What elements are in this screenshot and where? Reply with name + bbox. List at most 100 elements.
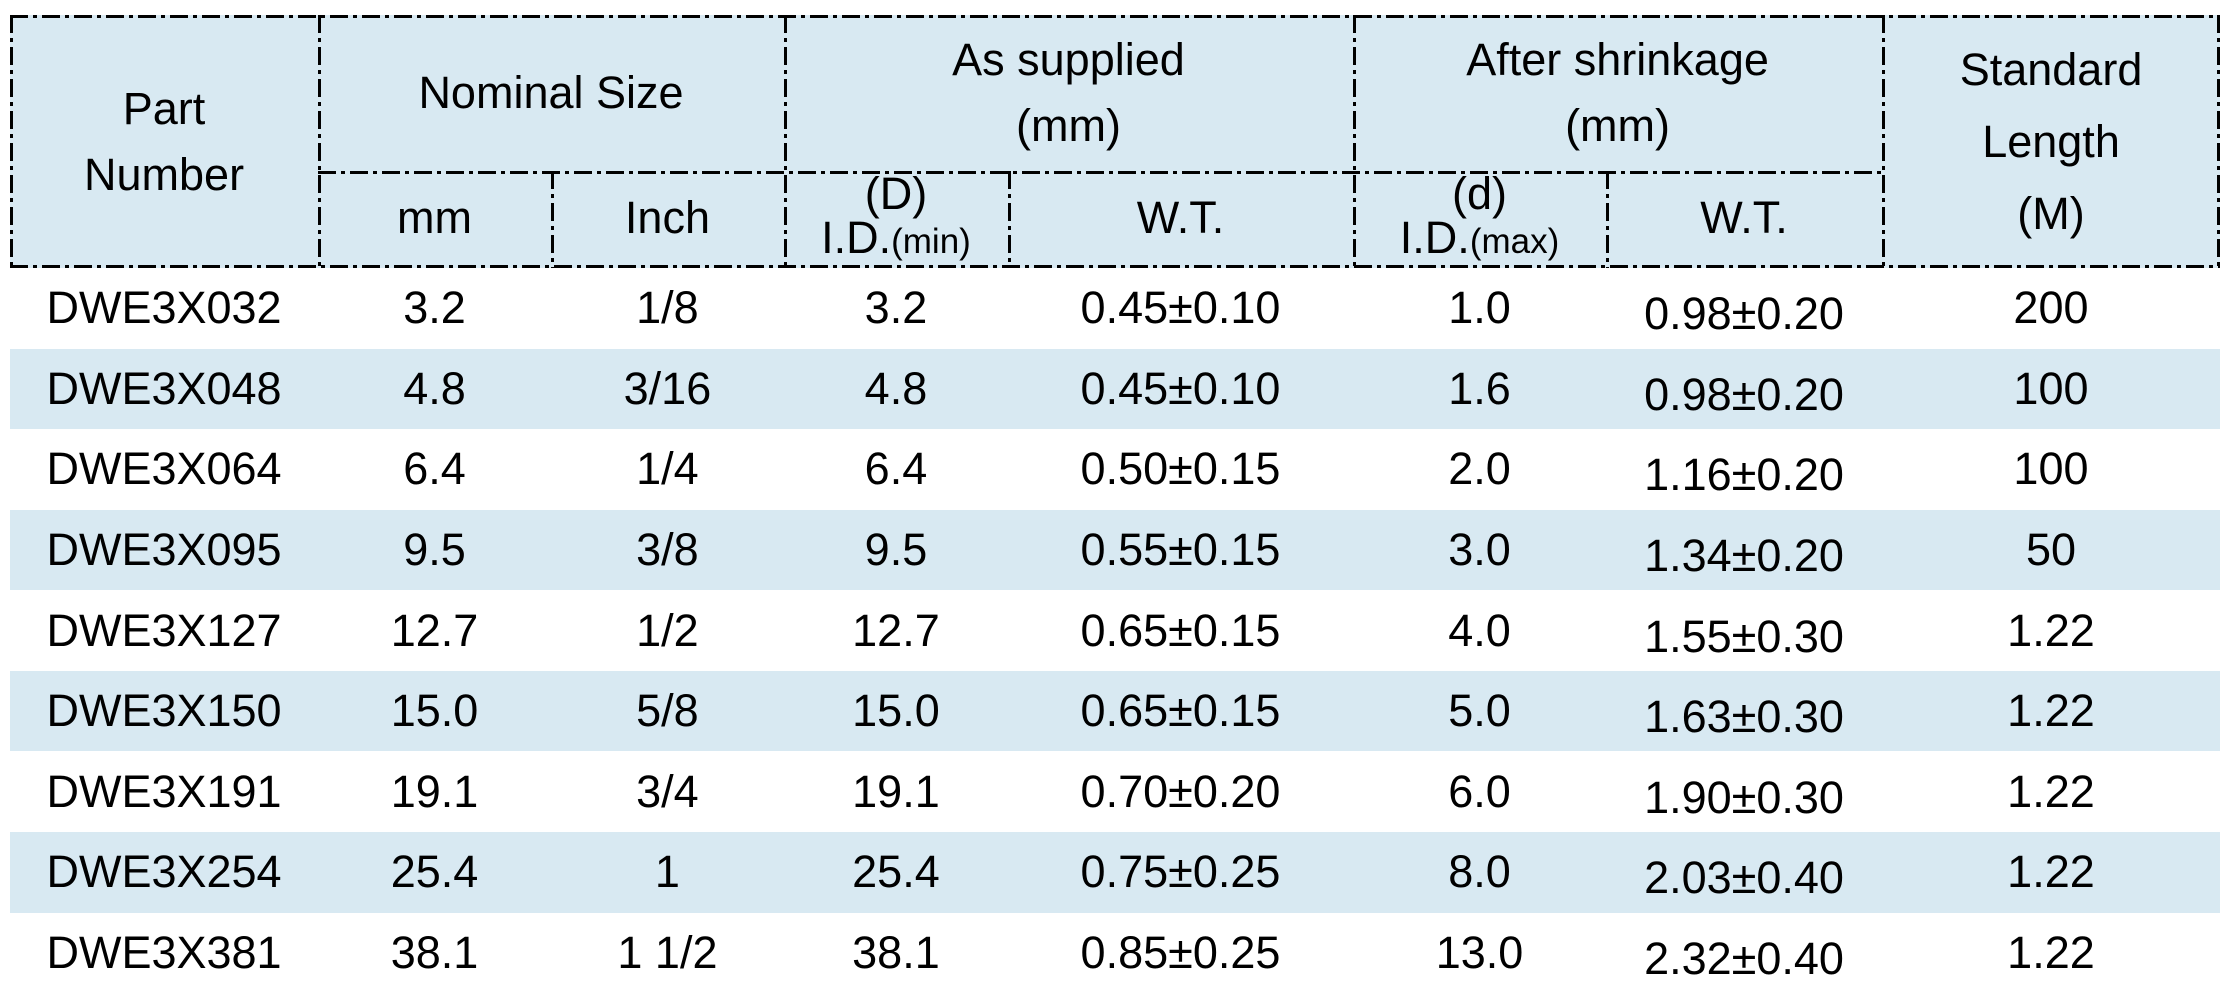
cell-id-max: 4.0 (1448, 604, 1511, 656)
cell-nominal-inch: 1/2 (636, 604, 699, 656)
cell-standard-length: 1.22 (2007, 685, 2095, 737)
table-row: DWE3X064 6.4 1/4 6.4 0.50±0.15 2.0 1.16±… (10, 429, 2220, 510)
cell-id-min: 38.1 (852, 926, 940, 978)
cell-standard-length: 1.22 (2007, 846, 2095, 898)
cell-id-min: 15.0 (852, 685, 940, 737)
border-line-header-bottom (10, 265, 2220, 268)
cell-id-min: 25.4 (852, 846, 940, 898)
cell-standard-length: 50 (2025, 523, 2076, 575)
id-max-label: I.D.(max) (1399, 212, 1560, 263)
cell-nominal-inch: 3/4 (636, 765, 699, 817)
header-wt-shrinkage: W.T. (1700, 192, 1788, 243)
cell-part-number: DWE3X381 (46, 926, 282, 978)
table-row: DWE3X032 3.2 1/8 3.2 0.45±0.10 1.0 0.98±… (10, 268, 2220, 349)
heat-shrink-spec-table: Part Number Nominal Size As supplied (mm… (10, 15, 2220, 993)
border-line-col3 (783, 15, 787, 268)
id-min-symbol: (D) (864, 168, 928, 219)
cell-wt-supplied: 0.45±0.10 (1080, 362, 1281, 414)
cell-nominal-mm: 9.5 (403, 523, 466, 575)
header-as-supplied: As supplied (mm) (952, 34, 1185, 151)
cell-wt-supplied: 0.45±0.10 (1080, 282, 1281, 334)
cell-wt-supplied: 0.75±0.25 (1080, 846, 1281, 898)
cell-id-max: 5.0 (1448, 685, 1511, 737)
header-wt-supplied: W.T. (1136, 192, 1225, 243)
cell-wt-supplied: 0.55±0.15 (1080, 523, 1281, 575)
table-row: DWE3X095 9.5 3/8 9.5 0.55±0.15 3.0 1.34±… (10, 509, 2220, 591)
cell-part-number: DWE3X032 (46, 282, 282, 334)
cell-id-min: 12.7 (852, 604, 940, 656)
cell-standard-length: 200 (2013, 282, 2089, 334)
cell-wt-shrinkage: 1.90±0.30 (1644, 771, 1844, 823)
cell-id-max: 6.0 (1448, 765, 1511, 817)
border-line-col1 (318, 15, 322, 268)
cell-id-min: 6.4 (864, 443, 928, 495)
table-row: DWE3X048 4.8 3/16 4.8 0.45±0.10 1.6 0.98… (10, 348, 2220, 430)
header-mm: mm (397, 192, 473, 243)
header-standard-length: Standard Length (M) (1959, 43, 2143, 239)
cell-standard-length: 1.22 (2007, 604, 2095, 656)
cell-part-number: DWE3X095 (46, 523, 282, 575)
cell-nominal-inch: 1/8 (636, 282, 699, 334)
border-line-col2 (551, 171, 554, 268)
cell-wt-supplied: 0.65±0.15 (1080, 685, 1281, 737)
cell-wt-shrinkage: 1.16±0.20 (1644, 449, 1844, 501)
table-header: Part Number Nominal Size As supplied (mm… (10, 15, 2220, 268)
cell-wt-supplied: 0.70±0.20 (1080, 765, 1281, 817)
cell-wt-shrinkage: 2.03±0.40 (1644, 852, 1844, 904)
cell-nominal-inch: 1 1/2 (617, 926, 718, 978)
table-row: DWE3X150 15.0 5/8 15.0 0.65±0.15 5.0 1.6… (10, 670, 2220, 752)
cell-nominal-mm: 25.4 (390, 846, 479, 898)
header-part-number: Part Number (84, 82, 245, 200)
cell-wt-supplied: 0.85±0.25 (1080, 926, 1281, 978)
header-id-min: (D) I.D.(min) (784, 171, 1008, 265)
table-body: DWE3X032 3.2 1/8 3.2 0.45±0.10 1.0 0.98±… (10, 268, 2220, 993)
cell-nominal-inch: 5/8 (636, 685, 699, 737)
border-line-col6 (1606, 171, 1610, 268)
cell-wt-supplied: 0.50±0.15 (1080, 443, 1281, 495)
cell-wt-supplied: 0.65±0.15 (1080, 604, 1281, 656)
cell-standard-length: 1.22 (2007, 765, 2095, 817)
cell-standard-length: 100 (2013, 443, 2089, 495)
header-nominal-size: Nominal Size (418, 67, 684, 118)
border-line-top (10, 15, 2220, 18)
cell-part-number: DWE3X048 (46, 362, 282, 414)
border-line-col7 (1882, 15, 1886, 268)
cell-nominal-mm: 3.2 (403, 282, 466, 334)
cell-id-max: 3.0 (1448, 523, 1511, 575)
id-min-label: I.D.(min) (821, 212, 971, 263)
border-line-right (2217, 15, 2220, 268)
cell-id-max: 13.0 (1435, 926, 1524, 978)
table-row: DWE3X191 19.1 3/4 19.1 0.70±0.20 6.0 1.9… (10, 751, 2220, 832)
cell-part-number: DWE3X064 (46, 443, 282, 495)
cell-wt-shrinkage: 2.32±0.40 (1644, 932, 1844, 984)
cell-nominal-mm: 38.1 (390, 926, 479, 978)
cell-part-number: DWE3X127 (46, 604, 282, 656)
cell-id-min: 4.8 (864, 362, 928, 414)
cell-nominal-mm: 6.4 (403, 443, 466, 495)
header-after-shrinkage: After shrinkage (mm) (1466, 34, 1769, 151)
cell-standard-length: 1.22 (2007, 926, 2095, 978)
table-row: DWE3X127 12.7 1/2 12.7 0.65±0.15 4.0 1.5… (10, 590, 2220, 671)
cell-nominal-inch: 1 (654, 846, 680, 898)
cell-wt-shrinkage: 0.98±0.20 (1644, 368, 1844, 420)
cell-nominal-inch: 1/4 (636, 443, 699, 495)
cell-id-max: 2.0 (1448, 443, 1511, 495)
header-inch: Inch (624, 192, 710, 243)
cell-nominal-mm: 4.8 (403, 362, 466, 414)
cell-wt-shrinkage: 1.34±0.20 (1644, 529, 1844, 581)
cell-id-min: 3.2 (864, 282, 928, 334)
cell-standard-length: 100 (2013, 362, 2089, 414)
border-line-col5 (1353, 15, 1357, 268)
cell-wt-shrinkage: 1.63±0.30 (1644, 691, 1844, 743)
cell-id-max: 1.0 (1448, 282, 1511, 334)
border-line-left (10, 15, 13, 268)
cell-id-min: 9.5 (864, 523, 928, 575)
cell-nominal-mm: 19.1 (390, 765, 479, 817)
cell-part-number: DWE3X254 (46, 846, 282, 898)
cell-id-max: 1.6 (1448, 362, 1511, 414)
table-row: DWE3X254 25.4 1 25.4 0.75±0.25 8.0 2.03±… (10, 831, 2220, 913)
cell-wt-shrinkage: 1.55±0.30 (1644, 610, 1844, 662)
cell-nominal-inch: 3/8 (636, 523, 699, 575)
table-row: DWE3X381 38.1 1 1/2 38.1 0.85±0.25 13.0 … (10, 912, 2220, 993)
